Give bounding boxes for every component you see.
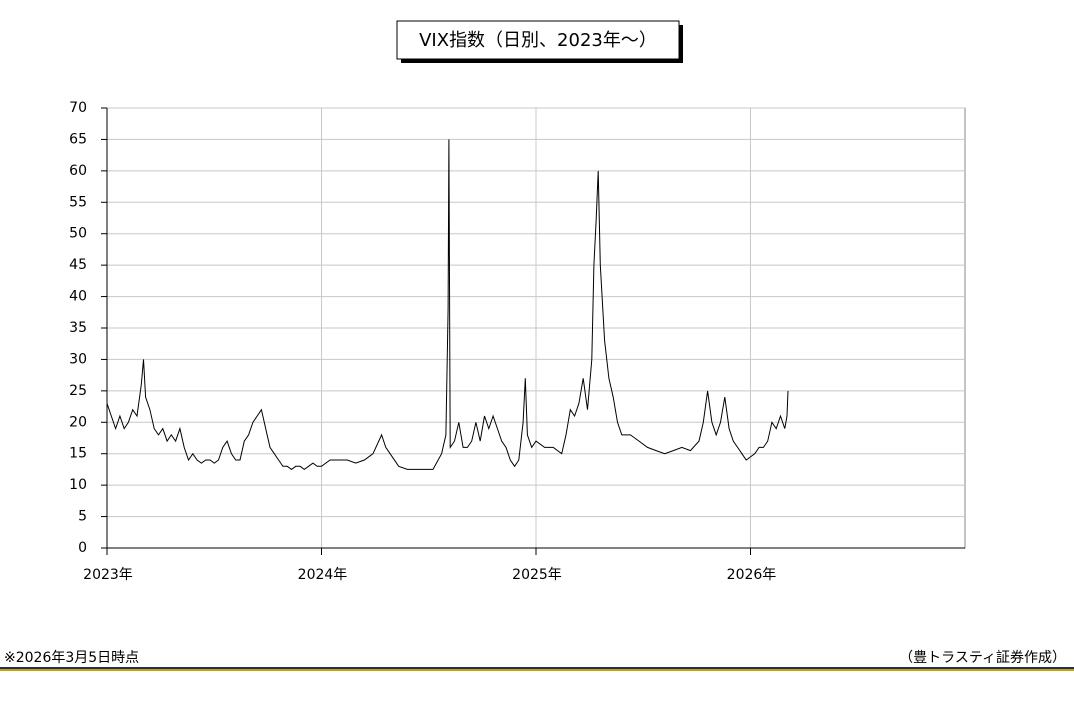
x-tick-label: 2023年 xyxy=(83,567,133,583)
y-tick-label: 35 xyxy=(69,320,87,336)
x-tick-label: 2024年 xyxy=(298,567,348,583)
chart-title: VIX指数（日別、2023年～） xyxy=(419,30,657,51)
x-tick-label: 2025年 xyxy=(512,567,562,583)
y-tick-label: 40 xyxy=(69,289,87,305)
y-tick-label: 20 xyxy=(69,414,87,430)
footer-rule xyxy=(0,667,1074,669)
y-tick-label: 25 xyxy=(69,383,87,399)
y-tick-label: 70 xyxy=(69,100,87,116)
y-tick-label: 30 xyxy=(69,351,87,367)
y-tick-label: 65 xyxy=(69,131,87,147)
y-tick-label: 60 xyxy=(69,163,87,179)
footnote: ※2026年3月5日時点 xyxy=(4,650,139,666)
y-tick-label: 5 xyxy=(78,509,87,525)
y-tick-label: 50 xyxy=(69,226,87,242)
y-tick-label: 10 xyxy=(69,477,87,493)
x-tick-label: 2026年 xyxy=(727,567,777,583)
footer-rule-accent xyxy=(0,669,1074,671)
title-box xyxy=(396,20,680,60)
source: （豊トラスティ証券作成） xyxy=(899,650,1066,666)
vix-line xyxy=(106,139,789,471)
y-tick-label: 55 xyxy=(69,194,87,210)
y-tick-label: 15 xyxy=(69,446,87,462)
y-tick-label: 0 xyxy=(78,540,87,556)
y-tick-label: 45 xyxy=(69,257,87,273)
